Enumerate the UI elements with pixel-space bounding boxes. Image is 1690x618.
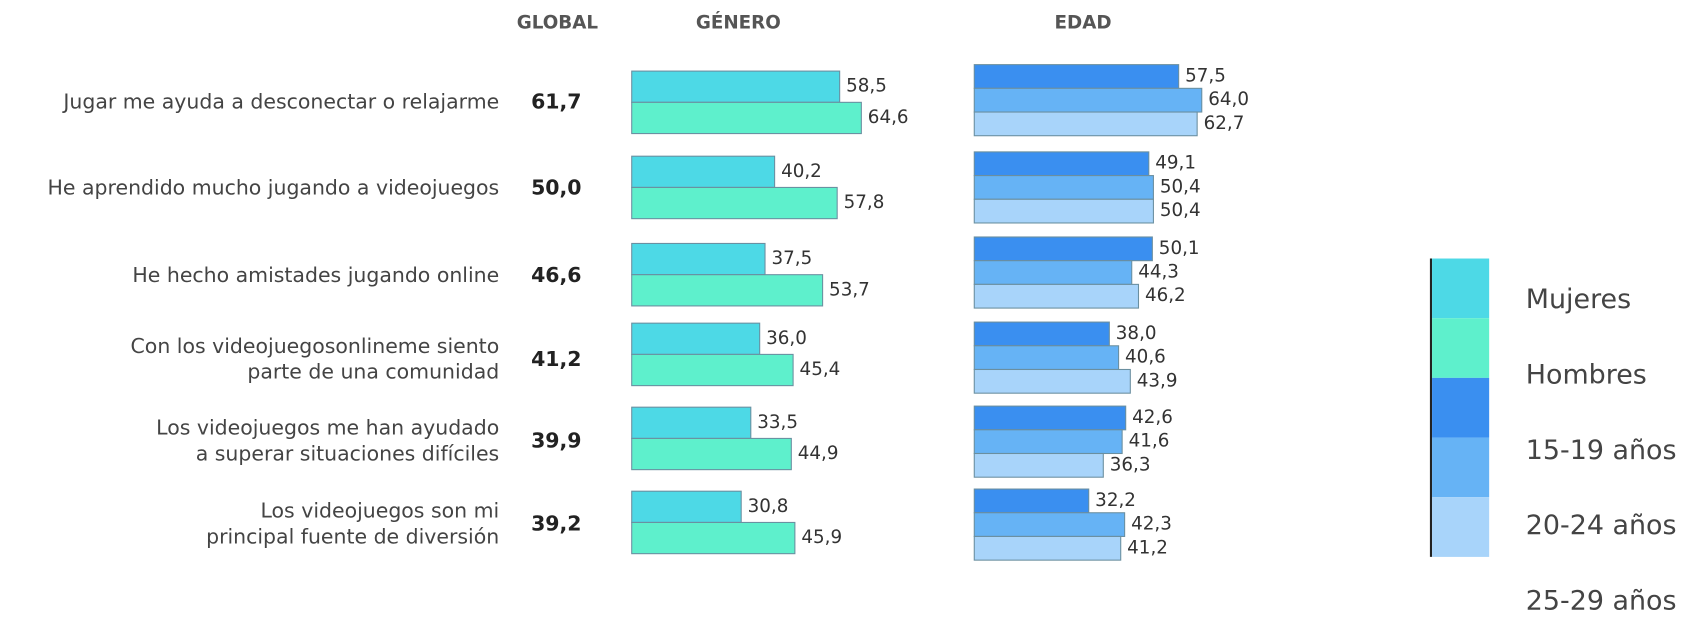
- value-label: 64,0: [1208, 89, 1249, 110]
- value-label: 45,4: [800, 359, 841, 380]
- bar: [973, 345, 1120, 371]
- bar: [973, 488, 1090, 514]
- bar: [973, 198, 1154, 224]
- value-label: 44,3: [1138, 262, 1179, 283]
- global-value: 39,2: [531, 512, 581, 536]
- value-label: 41,6: [1129, 431, 1170, 452]
- global-value: 46,6: [531, 263, 581, 287]
- bar: [973, 535, 1122, 561]
- value-label: 45,9: [801, 527, 842, 548]
- category-label: Los videojuegos son mi principal fuente d…: [206, 499, 499, 549]
- bar: [631, 70, 841, 103]
- global-value: 39,9: [531, 429, 581, 453]
- value-label: 49,1: [1155, 153, 1196, 174]
- bar: [973, 405, 1127, 431]
- value-label: 36,3: [1110, 454, 1151, 475]
- value-label: 62,7: [1204, 113, 1245, 134]
- global-value: 61,7: [531, 89, 581, 113]
- value-label: 38,0: [1116, 323, 1157, 344]
- legend-swatch: [1432, 318, 1490, 378]
- value-label: 50,1: [1159, 238, 1200, 259]
- value-label: 42,6: [1132, 407, 1173, 428]
- bar: [973, 368, 1131, 394]
- legend-label: 15-19 años: [1526, 435, 1677, 466]
- bar: [631, 155, 776, 188]
- bar: [973, 512, 1126, 537]
- global-header: GLOBAL: [517, 13, 599, 34]
- value-label: 37,5: [771, 248, 812, 269]
- bar: [631, 186, 838, 220]
- value-label: 58,5: [846, 76, 887, 97]
- value-label: 32,2: [1095, 490, 1136, 511]
- value-label: 30,8: [748, 496, 789, 517]
- bar: [631, 406, 752, 439]
- legend-label: Mujeres: [1526, 284, 1631, 315]
- bar: [631, 322, 761, 355]
- value-label: 33,5: [757, 412, 798, 433]
- legend-swatch: [1432, 497, 1490, 557]
- value-label: 53,7: [829, 279, 870, 300]
- global-value: 41,2: [531, 347, 581, 371]
- value-label: 46,2: [1145, 285, 1186, 306]
- value-label: 40,2: [781, 161, 822, 182]
- value-label: 57,5: [1185, 65, 1226, 86]
- bar: [631, 437, 792, 471]
- legend-label: 25-29 años: [1526, 586, 1677, 614]
- legend-swatch: [1432, 377, 1490, 438]
- bar: [973, 429, 1123, 455]
- bar: [631, 101, 862, 135]
- legend-label: 20-24 años: [1526, 510, 1677, 541]
- legend-swatch: [1432, 437, 1490, 498]
- bar: [973, 283, 1140, 309]
- global-value: 50,0: [531, 176, 581, 200]
- value-label: 41,2: [1127, 537, 1168, 558]
- value-label: 50,4: [1160, 176, 1201, 197]
- age-header: EDAD: [1055, 13, 1112, 34]
- category-label: Jugar me ayuda a desconectar o relajarme: [61, 89, 499, 113]
- bar: [631, 521, 796, 555]
- legend-swatch: [1432, 258, 1490, 319]
- bar: [973, 64, 1180, 89]
- bar: [973, 452, 1104, 478]
- bar: [973, 87, 1203, 113]
- bar: [973, 260, 1133, 285]
- bar: [631, 353, 794, 387]
- bar: [631, 242, 766, 276]
- bar: [631, 490, 742, 523]
- value-label: 40,6: [1125, 347, 1166, 368]
- bar: [631, 274, 824, 307]
- value-label: 57,8: [844, 192, 885, 213]
- bar: [973, 321, 1110, 347]
- value-label: 36,0: [766, 328, 807, 349]
- category-label: He hecho amistades jugando online: [132, 263, 499, 287]
- value-label: 50,4: [1160, 200, 1201, 221]
- bar: [973, 236, 1153, 262]
- value-label: 64,6: [868, 107, 909, 128]
- category-label: He aprendido mucho jugando a videojuegos: [48, 176, 500, 200]
- bar: [973, 175, 1154, 200]
- bar: [973, 111, 1198, 137]
- category-label: Los videojuegos me han ayudado a superar …: [156, 416, 499, 466]
- value-label: 42,3: [1131, 514, 1172, 535]
- value-label: 44,9: [798, 443, 839, 464]
- gender-header: GÉNERO: [696, 12, 781, 34]
- category-label: Con los videojuegosonlineme siento parte …: [131, 334, 500, 384]
- value-label: 43,9: [1137, 370, 1178, 391]
- bar: [973, 151, 1150, 177]
- legend-label: Hombres: [1526, 359, 1647, 390]
